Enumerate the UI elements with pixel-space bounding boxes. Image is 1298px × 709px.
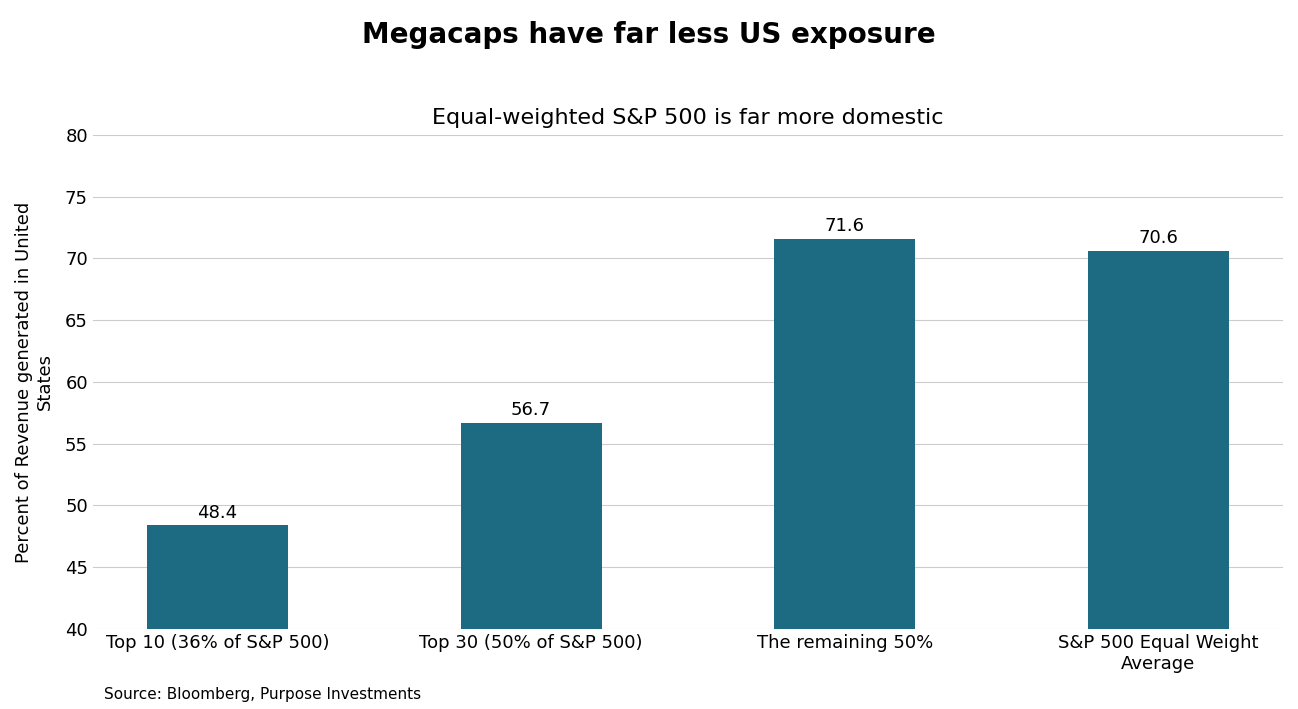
Text: 48.4: 48.4 — [197, 503, 238, 522]
Text: Megacaps have far less US exposure: Megacaps have far less US exposure — [362, 21, 936, 49]
Bar — [147, 525, 288, 629]
Bar — [774, 238, 915, 629]
Bar — [1088, 251, 1229, 629]
Text: 56.7: 56.7 — [511, 401, 552, 419]
Y-axis label: Percent of Revenue generated in United
States: Percent of Revenue generated in United S… — [16, 201, 53, 562]
Bar — [461, 423, 602, 629]
Title: Equal-weighted S&P 500 is far more domestic: Equal-weighted S&P 500 is far more domes… — [432, 108, 944, 128]
Text: Source: Bloomberg, Purpose Investments: Source: Bloomberg, Purpose Investments — [104, 687, 421, 702]
Text: 71.6: 71.6 — [824, 217, 864, 235]
Text: 70.6: 70.6 — [1138, 229, 1179, 247]
